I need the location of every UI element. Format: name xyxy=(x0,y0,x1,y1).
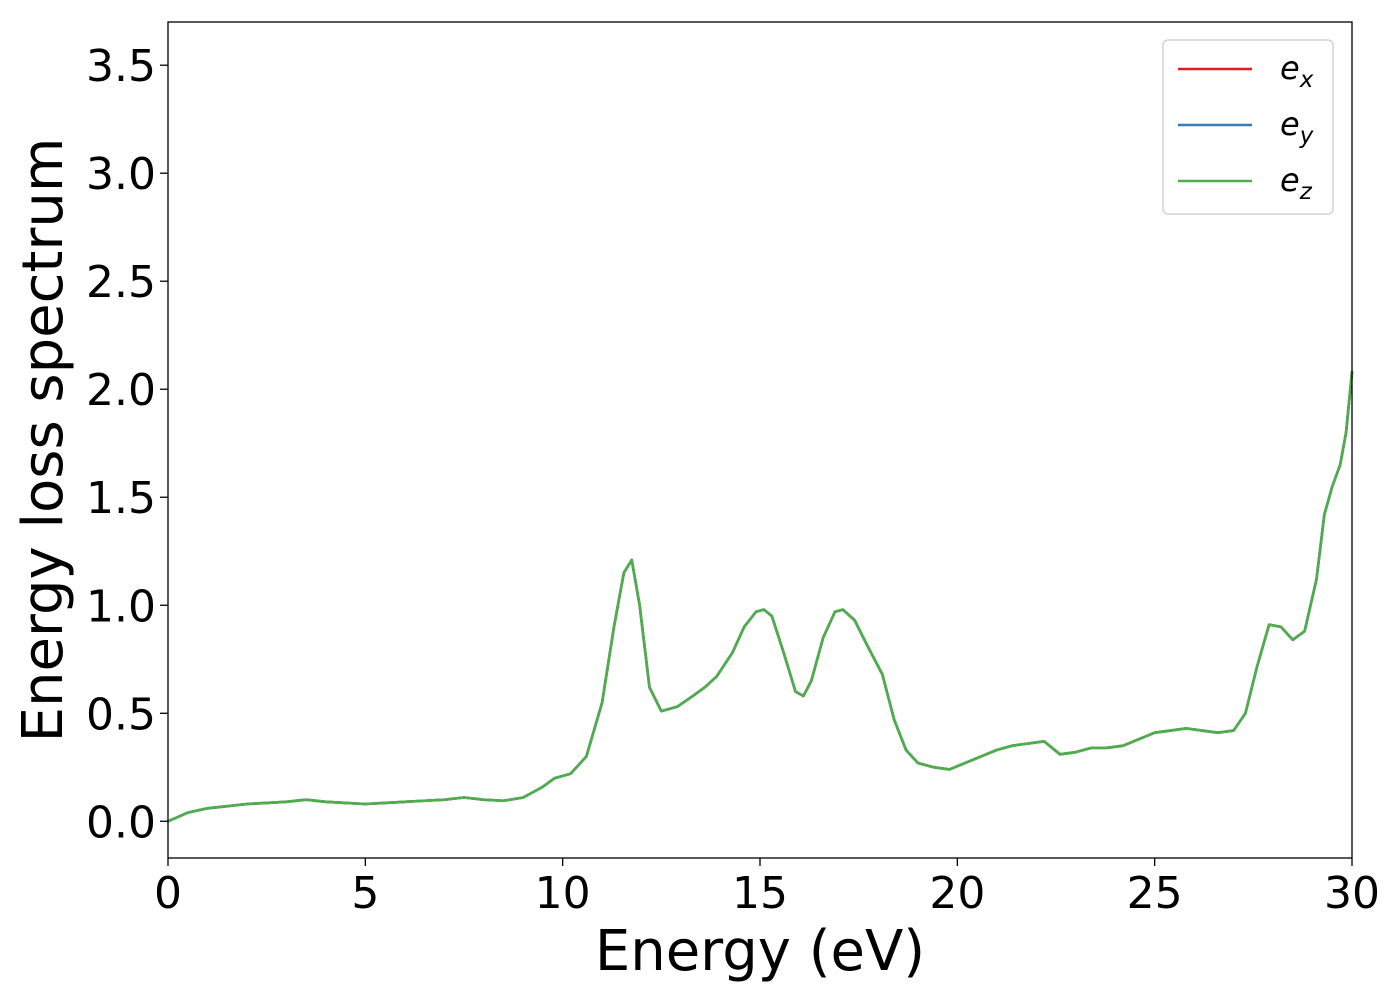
legend-label-ey: ey xyxy=(1280,105,1314,149)
x-tick-label: 20 xyxy=(929,868,985,919)
legend-label-base: e xyxy=(1280,161,1300,199)
legend-label-base: e xyxy=(1280,49,1300,87)
series-line-ey xyxy=(166,370,1354,823)
x-axis-title: Energy (eV) xyxy=(595,919,925,984)
legend-label-ex: ex xyxy=(1280,49,1314,93)
legend-label-base: e xyxy=(1280,105,1300,143)
y-axis-title: Energy loss spectrum xyxy=(11,138,76,743)
x-tick-label: 15 xyxy=(732,868,788,919)
legend-label-subscript: x xyxy=(1299,67,1314,93)
legend-box xyxy=(1162,39,1334,215)
x-tick-label: 25 xyxy=(1127,868,1183,919)
y-tick-label: 1.5 xyxy=(86,473,156,524)
y-axis-ticks: 0.0 0.5 1.0 1.5 2.0 2.5 3.0 3.5 xyxy=(86,41,168,848)
x-axis-ticks: 0 5 10 15 20 25 30 xyxy=(154,858,1380,919)
y-tick-label: 0.5 xyxy=(86,689,156,740)
x-tick-label: 5 xyxy=(351,868,379,919)
y-tick-label: 2.0 xyxy=(86,365,156,416)
x-tick-label: 10 xyxy=(535,868,591,919)
y-tick-label: 2.5 xyxy=(86,257,156,308)
x-tick-label: 0 xyxy=(154,868,182,919)
y-tick-label: 3.5 xyxy=(86,41,156,92)
y-tick-label: 3.0 xyxy=(86,149,156,200)
y-tick-label: 0.0 xyxy=(86,797,156,848)
series-line-ex xyxy=(166,370,1354,823)
legend-label-subscript: y xyxy=(1299,123,1314,149)
series-line-ez xyxy=(166,370,1354,823)
legend-label-ez: ez xyxy=(1280,161,1313,205)
series-lines xyxy=(166,370,1354,823)
legend-label-subscript: z xyxy=(1299,179,1313,205)
y-tick-label: 1.0 xyxy=(86,581,156,632)
x-tick-label: 30 xyxy=(1324,868,1380,919)
